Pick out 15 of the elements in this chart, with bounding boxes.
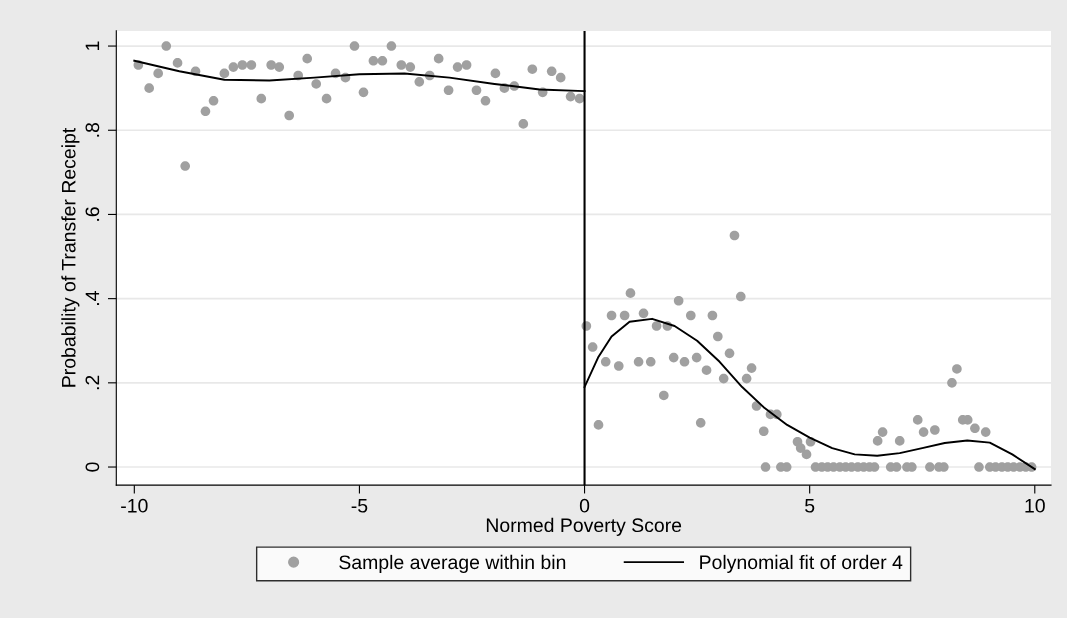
x-axis-title: Normed Poverty Score <box>486 517 682 536</box>
y-tick-label: 0 <box>85 462 100 472</box>
x-tick-label: -10 <box>121 498 148 513</box>
y-tick-label: 1 <box>85 41 100 50</box>
y-tick-label: .6 <box>85 207 100 221</box>
y-tick-label: .2 <box>85 375 100 390</box>
y-tick-label: .4 <box>85 291 100 305</box>
y-tick-label: .8 <box>85 122 100 137</box>
x-tick-label: 10 <box>1025 498 1045 513</box>
x-tick-label: 5 <box>805 499 815 513</box>
x-tick-label: -5 <box>351 499 368 513</box>
legend-label: Sample average within bin <box>339 554 566 573</box>
y-axis-title: Probability of Transfer Receipt <box>61 127 80 387</box>
x-tick-label: 0 <box>579 498 590 513</box>
legend-label: Polynomial fit of order 4 <box>700 554 903 573</box>
